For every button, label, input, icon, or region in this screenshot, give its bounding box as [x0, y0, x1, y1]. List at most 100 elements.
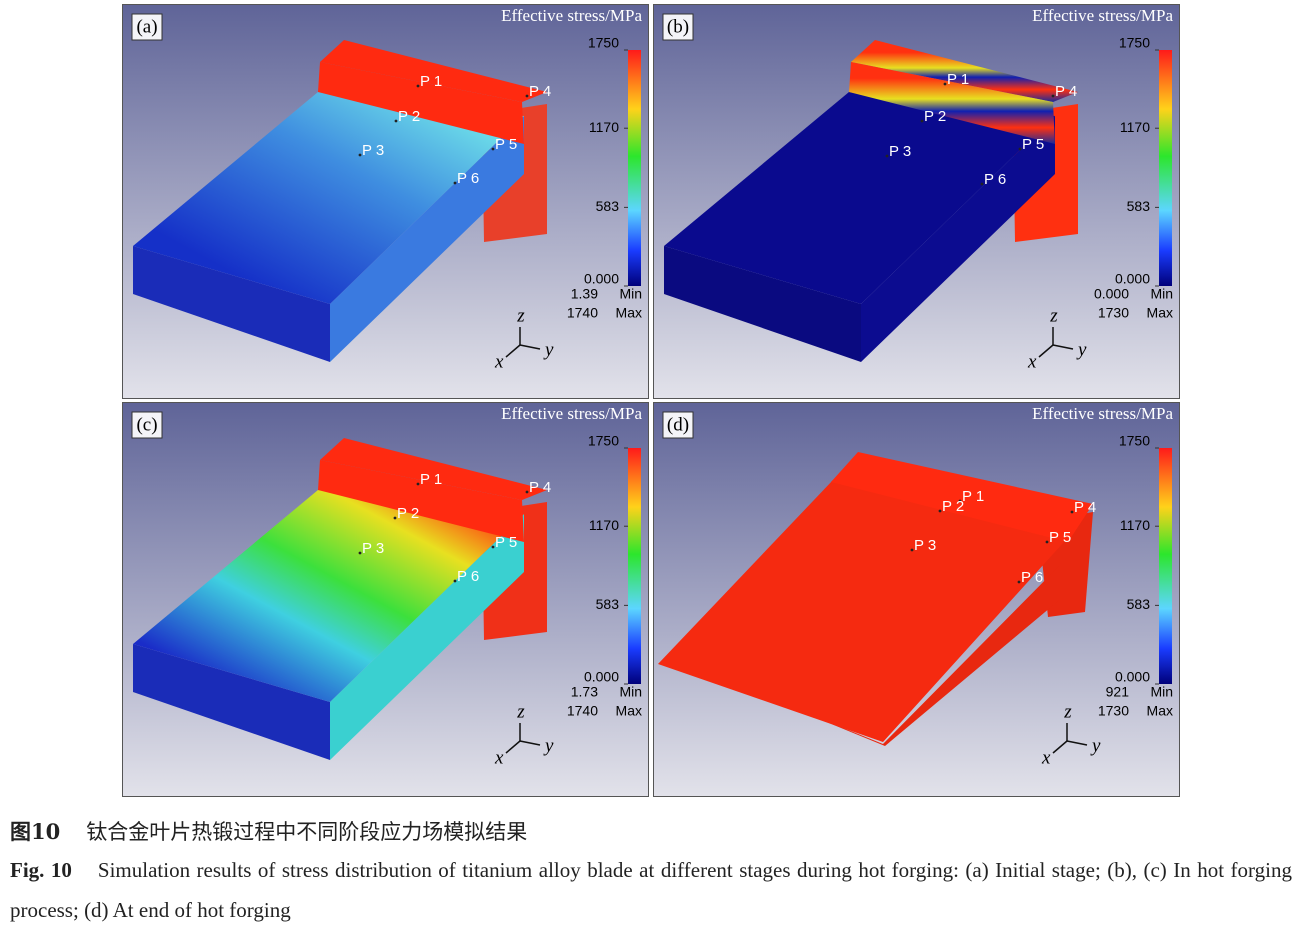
min-value: 1.39 — [571, 286, 598, 302]
panel-label: (d) — [667, 414, 689, 435]
triad-axis — [505, 740, 521, 754]
panel: P 1P 2 P 3 P 4P 5 P 6 (d) Effective stress/MP… — [653, 402, 1180, 797]
point-dot — [525, 94, 529, 98]
shelf-front — [318, 460, 524, 542]
point-label: P 2 — [398, 108, 420, 125]
blade-side — [330, 514, 524, 760]
panel-label-box — [131, 13, 163, 41]
triad-label: x — [494, 747, 504, 768]
colorbar-tick-label: 1750 — [588, 433, 619, 449]
triad-label: y — [543, 735, 554, 756]
triad-label: y — [1090, 735, 1101, 756]
point-dot — [525, 490, 529, 494]
triad-label: z — [516, 305, 525, 326]
min-value: 0.000 — [1094, 286, 1129, 302]
colorbar-tick-label: 1750 — [588, 35, 619, 51]
point-label: P 1 — [420, 471, 442, 488]
panel: P 1P 2 P 3 P 4 P 5 P 6 (c) Effective stress/MP… — [122, 402, 649, 797]
max-value: 1740 — [567, 305, 598, 321]
caption-cn-text: 钛合金叶片热锻过程中不同阶段应力场模拟结果 — [86, 820, 528, 844]
point-dot — [393, 516, 397, 520]
panel-label: (c) — [136, 414, 157, 435]
legend-title: Effective stress/MPa — [501, 404, 642, 423]
triad-label: x — [1041, 747, 1051, 768]
max-label: Max — [616, 305, 642, 321]
colorbar-tick-label: 583 — [596, 596, 620, 612]
point-label: P 6 — [1021, 569, 1043, 586]
point-dot — [491, 147, 495, 151]
point-label: P 1 — [962, 488, 984, 505]
triad-label: y — [1076, 339, 1087, 360]
colorbar-tick-label: 583 — [596, 198, 620, 214]
point-label: P 6 — [984, 171, 1006, 188]
point-label: P 5 — [1049, 529, 1071, 546]
shelf-front — [849, 62, 1055, 144]
point-dot — [358, 551, 362, 555]
shelf-top — [320, 438, 547, 500]
point-label: P 3 — [914, 537, 936, 554]
blade-top — [133, 92, 524, 304]
point-dot — [1045, 540, 1049, 544]
colorbar — [1159, 448, 1172, 684]
point-dot — [920, 119, 924, 123]
point-dot — [1017, 580, 1021, 584]
panel-label-box — [131, 411, 163, 439]
point-label: P 5 — [1022, 136, 1044, 153]
point-dot — [910, 548, 914, 552]
point-dot — [1051, 94, 1055, 98]
blade-top — [133, 490, 524, 702]
triad-label: z — [1049, 305, 1058, 326]
point-label: P 4 — [1055, 83, 1077, 100]
shelf-front — [318, 62, 524, 144]
colorbar-tick-label: 583 — [1127, 596, 1151, 612]
colorbar-tick-label: 1170 — [589, 119, 619, 135]
point-dot — [358, 153, 362, 157]
max-label: Max — [1147, 703, 1173, 719]
panel: P 1 P 2 P 3 P 4 P 5 P 6 (a) Effective stress/MP… — [122, 4, 649, 399]
triad-axis — [519, 344, 541, 350]
triad-axis — [1052, 740, 1068, 754]
point-label: P 5 — [495, 534, 517, 551]
point-dot — [491, 545, 495, 549]
legend-title: Effective stress/MPa — [1032, 6, 1173, 25]
point-label: P 2 — [397, 505, 419, 522]
min-label: Min — [1150, 286, 1173, 302]
point-dot — [958, 499, 962, 503]
panel-label: (a) — [136, 16, 157, 37]
max-label: Max — [616, 703, 642, 719]
panel-label: (b) — [667, 16, 689, 37]
triad-label: y — [543, 339, 554, 360]
caption-en-text: Simulation results of stress distributio… — [10, 858, 1293, 922]
blade-front — [664, 246, 861, 362]
min-value: 921 — [1106, 684, 1130, 700]
caption-en: Fig. 10 Simulation results of stress dist… — [10, 850, 1292, 930]
point-label: P 3 — [362, 540, 384, 557]
axis-triad: z x y — [1041, 701, 1101, 768]
colorbar-tick-label: 1170 — [589, 517, 619, 533]
point-label: P 4 — [529, 479, 551, 496]
colorbar-tick-label: 0.000 — [584, 669, 619, 685]
colorbar-tick-label: 0.000 — [1115, 271, 1150, 287]
point-dot — [453, 579, 457, 583]
point-dot — [416, 84, 420, 88]
caption-en-number: Fig. 10 — [10, 858, 72, 882]
point-label: P 1 — [420, 73, 442, 90]
triad-label: x — [1027, 351, 1037, 372]
shelf-top — [851, 40, 1078, 102]
colorbar — [628, 50, 641, 286]
colorbar — [628, 448, 641, 684]
point-label: P 1 — [947, 71, 969, 88]
triad-axis — [1066, 740, 1088, 746]
caption-cn-number: 图10 — [10, 819, 61, 844]
min-value: 1.73 — [571, 684, 598, 700]
panel-label-box — [662, 411, 694, 439]
shelf-top — [320, 40, 547, 102]
point-label: P 3 — [362, 142, 384, 159]
point-dot — [394, 119, 398, 123]
axis-triad: z x y — [494, 305, 554, 372]
point-label: P 2 — [942, 498, 964, 515]
triad-label: z — [1063, 701, 1072, 722]
axis-triad: z x y — [494, 701, 554, 768]
min-label: Min — [1150, 684, 1173, 700]
panel-label-box — [662, 13, 694, 41]
